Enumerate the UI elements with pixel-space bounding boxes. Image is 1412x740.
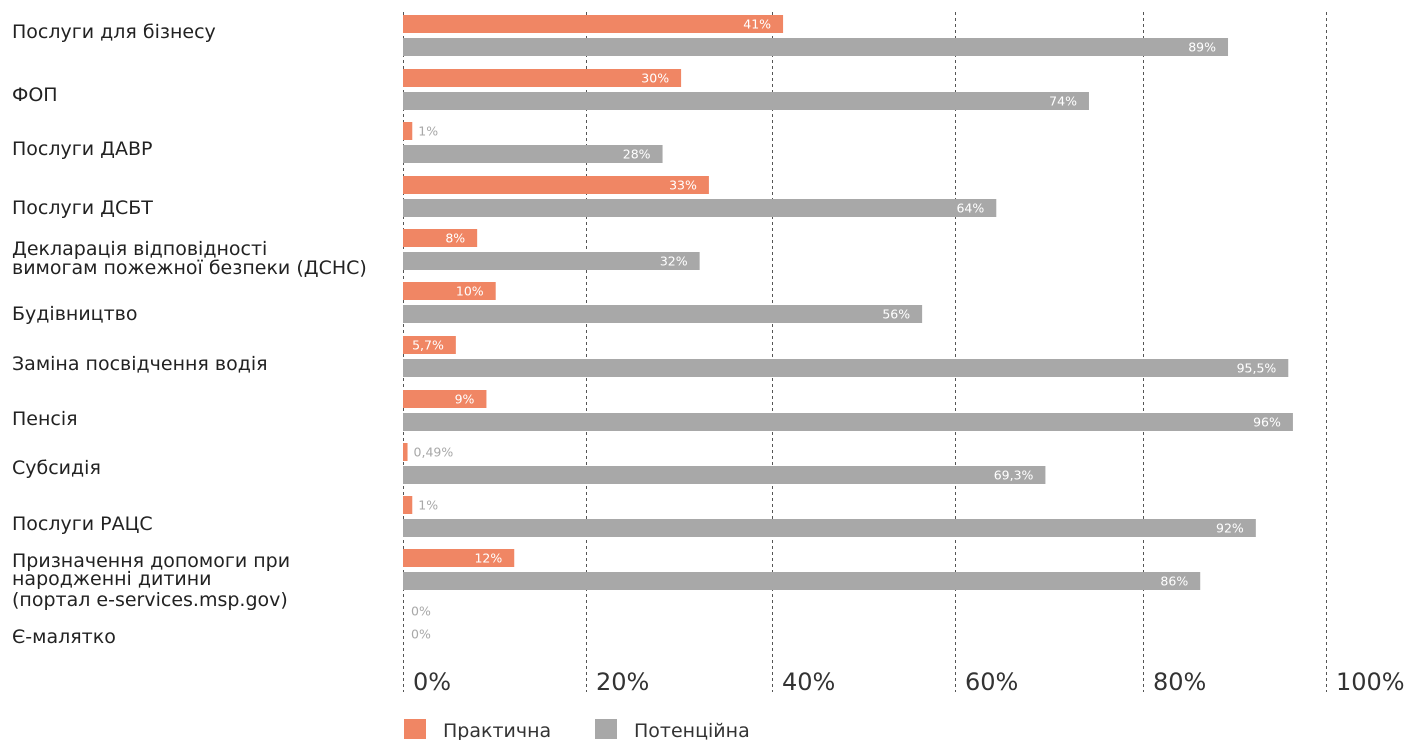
bar-potential <box>403 252 700 270</box>
data-label: 5,7% <box>412 338 444 353</box>
bar-practical <box>403 443 408 461</box>
x-tick-label: 20% <box>596 668 649 696</box>
data-label: 56% <box>882 307 910 322</box>
x-tick-label: 100% <box>1336 668 1405 696</box>
x-tick-label: 40% <box>782 668 835 696</box>
data-label: 96% <box>1253 415 1281 430</box>
bar-practical <box>403 549 515 567</box>
legend-label: Потенційна <box>634 720 750 740</box>
x-tick-label: 60% <box>965 668 1018 696</box>
data-label: 12% <box>474 551 502 566</box>
bar-potential <box>403 92 1089 110</box>
data-label: 0% <box>411 604 431 619</box>
bar-potential <box>403 572 1201 590</box>
bar-practical <box>403 122 413 140</box>
legend-swatch <box>595 719 617 739</box>
data-label: 10% <box>456 284 484 299</box>
bar-potential <box>403 305 923 323</box>
data-label: 28% <box>623 147 651 162</box>
category-label: Заміна посвідчення водія <box>12 353 268 375</box>
bar-practical <box>403 69 682 87</box>
bar-potential <box>403 413 1293 431</box>
bar-potential <box>403 359 1289 377</box>
data-label: 32% <box>660 254 688 269</box>
data-label: 8% <box>445 231 465 246</box>
category-label: Послуги для бізнесу <box>12 21 216 43</box>
bar-practical <box>403 15 784 33</box>
data-label: 92% <box>1216 521 1244 536</box>
legend-label: Практична <box>443 720 551 740</box>
data-label: 41% <box>743 17 771 32</box>
data-label: 86% <box>1160 574 1188 589</box>
category-label: Будівництво <box>12 303 138 325</box>
legend-swatch <box>404 719 426 739</box>
data-label: 1% <box>418 124 438 139</box>
category-label: Пенсія <box>12 408 78 430</box>
category-label: Послуги ДСБТ <box>12 197 153 219</box>
data-label: 0,49% <box>414 445 454 460</box>
data-label: 0% <box>411 627 431 642</box>
data-label: 1% <box>418 498 438 513</box>
bar-potential <box>403 466 1046 484</box>
data-label: 89% <box>1188 40 1216 55</box>
bar-practical <box>403 176 709 194</box>
category-label: Послуги ДАВР <box>12 138 152 160</box>
bar-practical <box>403 496 413 514</box>
data-label: 9% <box>455 392 475 407</box>
data-label: 30% <box>641 71 669 86</box>
bar-potential <box>403 519 1256 537</box>
category-label: (портал e-services.msp.gov) <box>12 589 288 611</box>
bar-practical <box>403 390 487 408</box>
bar-potential <box>403 145 663 163</box>
bar-potential <box>403 38 1229 56</box>
data-label: 74% <box>1049 94 1077 109</box>
bar-practical <box>403 336 456 354</box>
category-label: Субсидія <box>12 457 101 479</box>
bar-practical <box>403 229 478 247</box>
bar-potential <box>403 199 997 217</box>
category-label: Призначення допомоги при <box>12 550 290 572</box>
data-label: 33% <box>669 178 697 193</box>
category-label: Є-малятко <box>12 626 116 648</box>
category-label: вимогам пожежної безпеки (ДСНС) <box>12 257 367 279</box>
category-label: народженні дитини <box>12 568 212 590</box>
data-label: 64% <box>956 201 984 216</box>
x-tick-label: 80% <box>1153 668 1206 696</box>
data-label: 69,3% <box>994 468 1034 483</box>
category-label: ФОП <box>12 84 58 106</box>
category-label: Послуги РАЦС <box>12 513 153 535</box>
category-label: Декларація відповідності <box>12 238 267 260</box>
data-label: 95,5% <box>1237 361 1277 376</box>
x-tick-label: 0% <box>413 668 451 696</box>
bar-practical <box>403 282 496 300</box>
